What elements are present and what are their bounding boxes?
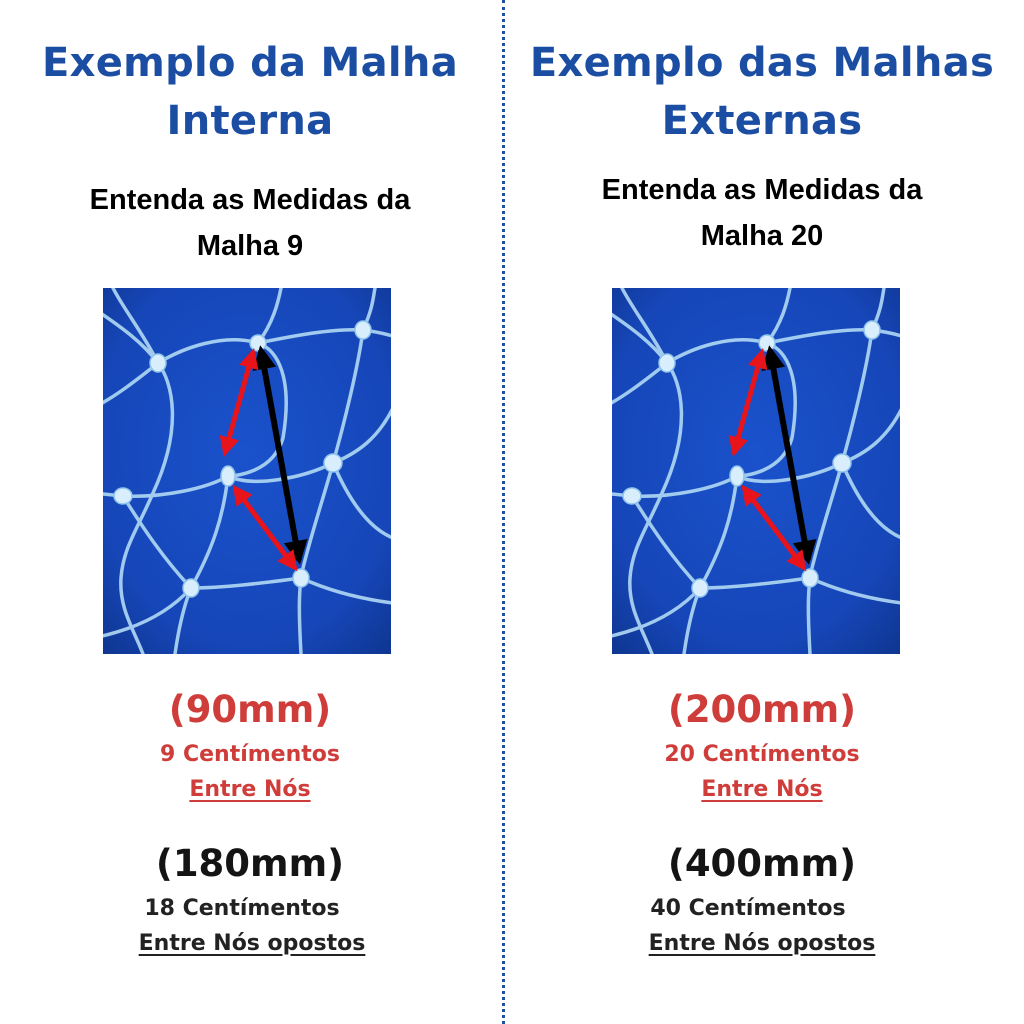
inner-mesh-net-image bbox=[103, 288, 391, 654]
outer-knot-cm: 20 Centímentos bbox=[664, 742, 860, 767]
outer-mesh-subtitle-line1: Entenda as Medidas da bbox=[601, 174, 923, 206]
inner-opposite-measure: (180mm) bbox=[155, 842, 345, 885]
outer-mesh-title-line1: Exemplo das Malhas bbox=[529, 40, 995, 86]
inner-opposite-caption: Entre Nós opostos bbox=[138, 931, 366, 956]
inner-mesh-title-line1: Exemplo da Malha bbox=[41, 40, 458, 86]
outer-opposite-measure: (400mm) bbox=[667, 842, 857, 885]
column-divider bbox=[502, 0, 505, 1024]
outer-mesh-net-image bbox=[612, 288, 900, 654]
outer-knot-measure: (200mm) bbox=[667, 688, 857, 731]
outer-mesh-title-line2: Externas bbox=[661, 98, 863, 144]
outer-opposite-caption: Entre Nós opostos bbox=[648, 931, 876, 956]
inner-mesh-subtitle-line2: Malha 9 bbox=[196, 230, 304, 262]
outer-mesh-subtitle-line2: Malha 20 bbox=[700, 220, 824, 252]
inner-mesh-subtitle-line1: Entenda as Medidas da bbox=[89, 184, 411, 216]
inner-mesh-title-line2: Interna bbox=[166, 98, 334, 144]
inner-knot-cm: 9 Centímentos bbox=[160, 742, 340, 767]
outer-knot-caption: Entre Nós bbox=[701, 777, 823, 802]
inner-opposite-cm: 18 Centímentos bbox=[144, 896, 340, 921]
outer-opposite-cm: 40 Centímentos bbox=[650, 896, 846, 921]
inner-knot-measure: (90mm) bbox=[168, 688, 332, 731]
inner-knot-caption: Entre Nós bbox=[189, 777, 311, 802]
